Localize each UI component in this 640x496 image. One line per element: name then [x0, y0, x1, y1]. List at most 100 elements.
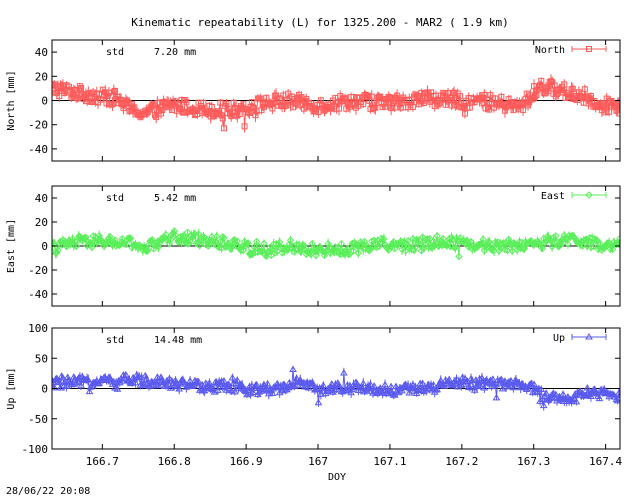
legend-marker — [586, 46, 592, 52]
up-data-point — [537, 385, 546, 392]
north-data-point — [220, 125, 227, 132]
north-data-point — [547, 78, 554, 85]
x-tick-label: 167.4 — [589, 455, 622, 468]
up-data-point — [301, 383, 310, 390]
up-data-point — [538, 395, 547, 403]
up-data-point — [220, 377, 228, 384]
up-data-point — [313, 384, 322, 392]
north-data-point — [111, 87, 118, 94]
up-data-point — [587, 392, 595, 399]
east-data-point — [446, 242, 455, 251]
north-data-point — [602, 109, 609, 116]
east-data-point — [216, 237, 225, 246]
east-data-point — [275, 238, 284, 247]
up-data-point — [131, 378, 140, 386]
north-data-point — [104, 92, 111, 99]
up-data-point — [353, 380, 362, 387]
up-data-point — [470, 386, 479, 393]
up-data-point — [52, 383, 59, 391]
north-legend: North — [535, 45, 607, 56]
east-data-point — [100, 242, 108, 250]
north-data-point — [252, 112, 259, 119]
up-data-point — [370, 382, 379, 389]
y-tick-label: 100 — [28, 322, 48, 335]
up-data-point — [84, 376, 93, 383]
east-std-value: 5.42 mm — [154, 193, 196, 204]
up-data-point — [304, 383, 313, 391]
timestamp-footer: 28/06/22 20:08 — [6, 486, 90, 496]
north-data-point — [388, 105, 395, 112]
legend-marker — [585, 191, 593, 199]
east-data-point — [538, 244, 547, 253]
north-data-point — [452, 102, 459, 109]
up-data-point — [436, 376, 445, 384]
east-data-point — [166, 236, 175, 244]
up-data-point — [433, 385, 442, 393]
north-data-point — [532, 93, 539, 100]
up-data-point — [359, 379, 368, 387]
x-axis-label: DOY — [328, 472, 346, 483]
up-data-point — [387, 382, 395, 390]
east-data-point — [324, 240, 332, 248]
north-data-point — [340, 95, 347, 102]
north-data-point — [193, 107, 200, 114]
panel-up: -100 -50 0 50 100 166.7 166.8 166.9 167 167.1 167.… — [6, 322, 623, 468]
up-data-point — [350, 383, 359, 390]
up-std-value: 14.48 mm — [154, 335, 202, 346]
east-data-point — [548, 242, 556, 251]
up-data-point — [292, 374, 301, 381]
north-data-point — [385, 94, 392, 101]
north-data-point — [350, 94, 357, 101]
north-data-point — [533, 91, 540, 98]
north-data-point — [157, 110, 164, 117]
north-data-point — [76, 83, 83, 90]
north-data-point — [110, 88, 117, 95]
up-data-point — [480, 383, 489, 391]
y-tick-label: -20 — [28, 264, 48, 277]
up-data-point — [245, 382, 254, 390]
east-data-point — [349, 247, 358, 255]
up-data-point — [475, 375, 484, 382]
up-data-point — [62, 382, 71, 389]
north-data-point — [551, 82, 558, 89]
up-data-point — [428, 385, 437, 393]
up-data-point — [445, 375, 454, 383]
east-data-point — [263, 248, 272, 256]
north-data-point — [75, 92, 82, 99]
east-data-point — [252, 237, 261, 246]
up-data-point — [197, 384, 205, 392]
east-data-point — [616, 234, 620, 243]
up-data-point — [542, 389, 551, 396]
north-data-point — [360, 101, 367, 108]
up-data-point — [128, 378, 136, 386]
east-data-point — [213, 232, 221, 241]
east-data-point — [615, 240, 620, 248]
up-data-point — [491, 379, 500, 386]
up-data-point — [613, 396, 620, 404]
east-data-point — [165, 240, 174, 248]
east-data-point — [142, 246, 151, 255]
east-data-point — [260, 239, 268, 248]
east-data-point — [503, 246, 512, 255]
east-data-point — [54, 246, 62, 254]
east-std-label: std — [106, 193, 124, 204]
east-data-point — [426, 235, 434, 243]
east-data-point — [106, 232, 114, 241]
up-data-point — [165, 374, 174, 382]
up-data-point — [233, 376, 242, 383]
up-data-point — [52, 378, 58, 386]
east-data-point — [485, 238, 493, 246]
east-data-point — [462, 237, 470, 245]
up-data-point — [572, 397, 581, 405]
east-data-point — [97, 236, 106, 245]
north-data-point — [241, 123, 248, 130]
north-data-point — [560, 89, 567, 96]
y-tick-label: 0 — [41, 240, 48, 253]
panel-east: -40 -20 0 20 40 East [mm] std 5.42 mm East — [6, 185, 621, 307]
up-data-point — [347, 388, 356, 396]
up-data-point — [77, 381, 85, 389]
north-data-point — [453, 96, 460, 103]
east-data-point — [583, 242, 592, 250]
up-data-point — [289, 365, 297, 372]
